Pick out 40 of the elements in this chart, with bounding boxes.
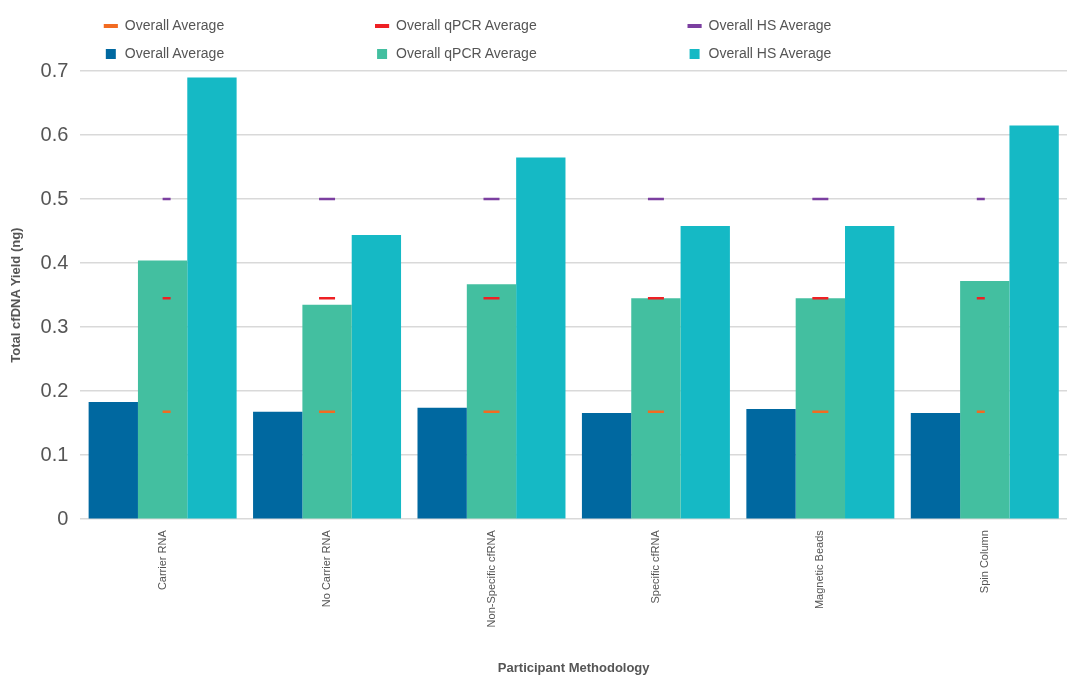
bar — [680, 225, 730, 519]
x-tick-label: No Carrier RNA — [320, 529, 333, 608]
bar — [795, 298, 846, 519]
y-tick-label: 0.4 — [40, 250, 69, 273]
legend-label: Overall Average — [124, 44, 361, 61]
bar — [581, 412, 632, 519]
bar — [845, 225, 895, 519]
y-tick-label: 0.1 — [40, 442, 69, 465]
bar — [631, 298, 681, 519]
bar — [1009, 125, 1059, 519]
x-tick-label: Magnetic Beads — [813, 529, 826, 610]
y-tick-label: 0.2 — [40, 378, 69, 401]
bar — [137, 260, 188, 519]
bar — [253, 411, 303, 519]
bar — [351, 234, 402, 519]
bar — [187, 77, 237, 519]
legend-label: Overall qPCR Average — [396, 16, 673, 33]
bar — [417, 407, 467, 519]
y-tick-label: 0.5 — [40, 186, 69, 209]
x-axis-title: Participant Methodology — [497, 659, 651, 675]
bar — [466, 284, 517, 519]
bar — [88, 402, 138, 519]
x-tick-label: Specific cfRNA — [648, 529, 661, 604]
x-tick-label: Spin Column — [977, 530, 990, 594]
bar — [302, 304, 352, 519]
legend-label: Overall HS Average — [708, 16, 968, 33]
bar — [746, 409, 796, 519]
y-tick-label: 0.6 — [40, 122, 69, 145]
y-tick-label: 0.7 — [40, 58, 69, 81]
bar — [910, 412, 961, 519]
legend-label: Overall qPCR Average — [396, 44, 673, 61]
y-tick-label: 0 — [57, 506, 69, 529]
x-tick-label: Non-Specific cfRNA — [484, 529, 497, 628]
x-tick-label: Carrier RNA — [155, 529, 168, 591]
legend-label: Overall Average — [124, 16, 361, 33]
bar — [516, 157, 566, 519]
bar — [960, 281, 1010, 519]
y-axis-title: Total cfDNA Yield (ng) — [8, 227, 24, 363]
y-tick-label: 0.3 — [40, 314, 69, 337]
legend-label: Overall HS Average — [708, 44, 968, 61]
